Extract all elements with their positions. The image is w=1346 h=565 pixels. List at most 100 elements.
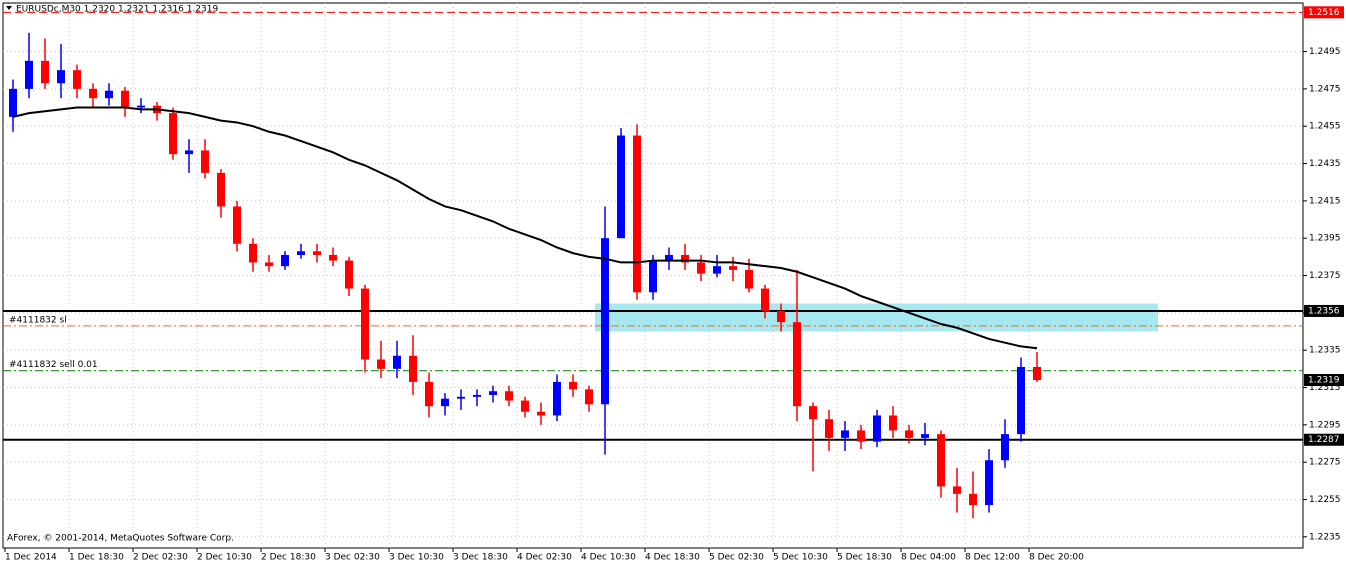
candle-body (1033, 366, 1041, 381)
price-tag-label: 1.2287 (1308, 435, 1340, 445)
copyright: AForex, © 2001-2014, MetaQuotes Software… (7, 534, 234, 544)
candle-body (889, 415, 897, 431)
candle-body (809, 406, 817, 420)
candle-body (73, 70, 81, 89)
x-tick-label: 3 Dec 02:30 (325, 553, 380, 563)
candle-body (905, 430, 913, 438)
x-tick-label: 2 Dec 10:30 (197, 553, 252, 563)
candle-body (745, 269, 753, 289)
candle-body (473, 394, 481, 397)
candle-body (1001, 434, 1009, 461)
candle-body (249, 243, 257, 263)
y-tick-label: 1.2315 (1309, 383, 1341, 393)
levels-layer: #4111832 sl #4111832 sell 0.01 (3, 11, 1303, 441)
candle-body (585, 389, 593, 405)
candle-body (217, 172, 225, 207)
candle-body (953, 486, 961, 494)
y-tick-label: 1.2235 (1309, 532, 1341, 542)
candle-body (425, 381, 433, 407)
x-tick-label: 5 Dec 02:30 (709, 553, 764, 563)
chart-title: EURUSDc,M30 1.2320 1.2321 1.2316 1.2319 (16, 5, 218, 15)
candle-body (537, 411, 545, 416)
candle-body (169, 113, 177, 155)
price-tag (1304, 433, 1344, 446)
y-tick-label: 1.2255 (1309, 495, 1341, 505)
x-tick-label: 3 Dec 10:30 (389, 553, 444, 563)
candle-body (793, 322, 801, 407)
x-tick-label: 4 Dec 02:30 (517, 553, 572, 563)
candle-body (233, 206, 241, 244)
candle-body (345, 260, 353, 289)
candle-body (25, 60, 33, 89)
candle-body (649, 260, 657, 293)
candle-body (681, 254, 689, 263)
bid-tag-label: 1.2319 (1308, 376, 1340, 386)
candle-body (601, 238, 609, 405)
candle-body (41, 60, 49, 84)
candles-layer (9, 32, 1041, 519)
candle-body (57, 70, 65, 84)
price-tag (1304, 304, 1344, 317)
candle-body (9, 88, 17, 117)
tags-layer: 1.2516 1.2356 1.2287 1.2319 (1304, 6, 1344, 446)
x-tick-label: 8 Dec 04:00 (901, 553, 956, 563)
x-tick-label: 3 Dec 18:30 (453, 553, 508, 563)
y-tick-label: 1.2415 (1309, 196, 1341, 206)
candle-body (665, 254, 673, 261)
x-tick-label: 1 Dec 18:30 (69, 553, 124, 563)
level-label: #4111832 sl (9, 315, 67, 325)
candle-body (825, 419, 833, 438)
candle-body (921, 434, 929, 438)
candle-body (265, 262, 273, 267)
candle-body (441, 398, 449, 407)
price-tag-label: 1.2356 (1308, 306, 1340, 316)
candle-body (329, 254, 337, 261)
candle-body (729, 266, 737, 270)
candle-body (697, 262, 705, 274)
candle-body (185, 150, 193, 155)
candle-body (521, 400, 529, 412)
y-tick-label: 1.2495 (1309, 47, 1341, 57)
candle-body (313, 251, 321, 255)
axis-layer: 1.2495 1.2475 1.2455 1.2435 1.2415 1.2395 1.23… (4, 47, 1341, 563)
candle-body (777, 310, 785, 323)
candle-body (969, 493, 977, 506)
x-tick-label: 2 Dec 18:30 (261, 553, 316, 563)
price-tag-label: 1.2516 (1308, 8, 1340, 18)
x-tick-label: 8 Dec 12:00 (965, 553, 1020, 563)
candle-body (361, 288, 369, 360)
x-tick-label: 1 Dec 2014 (5, 553, 57, 563)
x-tick-label: 5 Dec 18:30 (837, 553, 892, 563)
candle-body (105, 90, 113, 99)
candle-body (505, 391, 513, 401)
candle-body (841, 430, 849, 438)
candle-body (297, 251, 305, 255)
price-tag (1304, 6, 1344, 19)
candle-body (377, 359, 385, 369)
bid-tag (1304, 374, 1344, 387)
candle-body (409, 355, 417, 382)
moving-average (12, 106, 1038, 350)
candle-body (89, 88, 97, 99)
candle-body (489, 391, 497, 395)
x-tick-label: 4 Dec 10:30 (581, 553, 636, 563)
grid (3, 3, 1303, 548)
candle-body (281, 254, 289, 267)
candle-body (201, 150, 209, 173)
candle-body (857, 430, 865, 442)
y-tick-label: 1.2435 (1309, 159, 1341, 169)
y-tick-label: 1.2375 (1309, 271, 1341, 281)
x-tick-label: 2 Dec 02:30 (133, 553, 188, 563)
y-tick-label: 1.2335 (1309, 346, 1341, 356)
candle-body (553, 381, 561, 416)
candle-body (985, 460, 993, 506)
y-tick-label: 1.2455 (1309, 122, 1341, 132)
candle-body (457, 396, 465, 399)
candle-body (937, 434, 945, 487)
x-tick-label: 8 Dec 20:00 (1029, 553, 1084, 563)
zone-rect (595, 303, 1158, 332)
candle-body (121, 90, 129, 108)
y-tick-label: 1.2275 (1309, 458, 1341, 468)
